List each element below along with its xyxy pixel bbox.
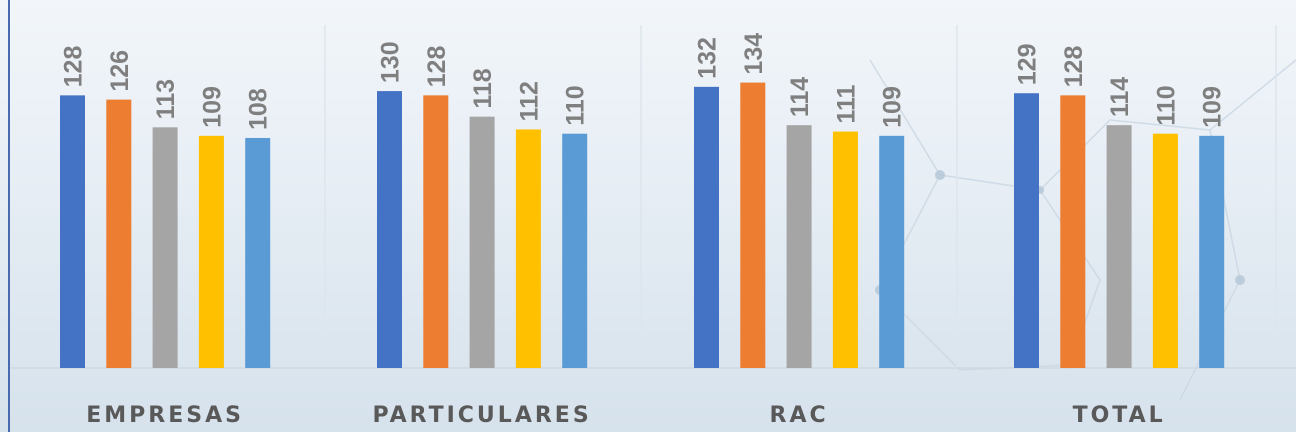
data-label-particulares-4: 112 xyxy=(515,81,543,121)
category-label-total: TOTAL xyxy=(1073,403,1166,428)
data-label-empresas-2: 126 xyxy=(106,50,134,92)
data-label-total-1: 129 xyxy=(1014,44,1042,86)
bar-rac-2 xyxy=(740,82,766,368)
left-border-rule xyxy=(8,0,10,432)
bar-empresas-1 xyxy=(60,95,85,369)
data-label-rac-3: 114 xyxy=(786,77,814,117)
data-label-total-3: 114 xyxy=(1106,77,1134,117)
data-label-empresas-4: 109 xyxy=(198,86,226,128)
bar-total-1 xyxy=(1014,93,1039,368)
data-label-rac-4: 111 xyxy=(832,85,860,124)
category-label-rac: RAC xyxy=(770,403,829,428)
bar-total-2 xyxy=(1060,95,1086,369)
data-label-particulares-1: 130 xyxy=(377,41,405,83)
bar-rac-1 xyxy=(694,86,719,368)
data-label-rac-2: 134 xyxy=(740,33,768,75)
data-label-rac-5: 109 xyxy=(879,86,907,128)
bar-total-3 xyxy=(1106,125,1132,369)
bar-total-5 xyxy=(1199,135,1225,368)
data-label-total-5: 109 xyxy=(1199,86,1227,128)
data-label-particulares-2: 128 xyxy=(423,46,451,88)
bar-empresas-3 xyxy=(152,127,178,368)
data-label-empresas-3: 113 xyxy=(152,79,180,119)
bar-rac-4 xyxy=(832,131,858,368)
data-label-particulares-5: 110 xyxy=(562,85,590,125)
bar-total-4 xyxy=(1152,133,1178,368)
category-label-particulares: PARTICULARES xyxy=(373,403,592,428)
bar-particulares-2 xyxy=(423,95,449,369)
category-label-empresas: EMPRESAS xyxy=(86,403,244,428)
data-label-particulares-3: 118 xyxy=(469,68,497,108)
bar-particulares-1 xyxy=(377,91,402,368)
bar-empresas-4 xyxy=(198,135,224,368)
bar-rac-5 xyxy=(879,135,905,368)
data-label-empresas-5: 108 xyxy=(245,88,273,130)
data-label-empresas-1: 128 xyxy=(60,46,88,88)
bar-empresas-2 xyxy=(106,99,132,369)
bar-particulares-4 xyxy=(515,129,541,368)
bar-particulares-5 xyxy=(562,133,588,368)
data-label-rac-1: 132 xyxy=(694,37,722,79)
bar-particulares-3 xyxy=(469,116,495,368)
data-label-total-2: 128 xyxy=(1060,46,1088,88)
bar-empresas-5 xyxy=(245,137,271,368)
bar-rac-3 xyxy=(786,125,812,369)
data-label-total-4: 110 xyxy=(1152,85,1180,125)
